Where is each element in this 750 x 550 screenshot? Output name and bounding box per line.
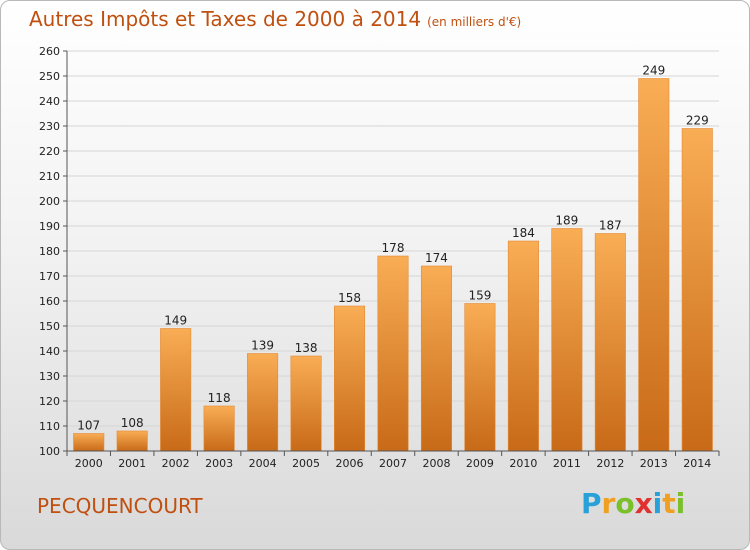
bar-2007 — [377, 255, 409, 452]
x-tick-label: 2004 — [249, 457, 277, 470]
y-tick-label: 180 — [39, 245, 60, 258]
x-tick-label: 2000 — [75, 457, 103, 470]
y-tick-label: 110 — [39, 420, 60, 433]
chart-title-text: Autres Impôts et Taxes de 2000 à 2014 — [29, 7, 422, 31]
y-tick-label: 200 — [39, 195, 60, 208]
logo-letter: o — [615, 487, 635, 520]
x-tick-label: 2012 — [596, 457, 624, 470]
bar-value-label: 138 — [295, 341, 318, 355]
y-tick-label: 170 — [39, 270, 60, 283]
chart-unit-label: (en milliers d'€) — [427, 15, 522, 29]
x-tick-label: 2003 — [205, 457, 233, 470]
logo-letter: x — [634, 487, 653, 520]
bar-value-label: 159 — [468, 289, 491, 303]
y-tick-label: 260 — [39, 45, 60, 58]
y-tick-label: 210 — [39, 170, 60, 183]
x-tick-label: 2001 — [118, 457, 146, 470]
y-tick-label: 150 — [39, 320, 60, 333]
logo-letter: t — [662, 487, 676, 520]
y-tick-label: 230 — [39, 120, 60, 133]
y-tick-label: 130 — [39, 370, 60, 383]
x-tick-label: 2008 — [422, 457, 450, 470]
y-tick-label: 190 — [39, 220, 60, 233]
x-tick-label: 2007 — [379, 457, 407, 470]
bar-value-label: 249 — [642, 64, 665, 78]
bar-2012 — [594, 233, 626, 452]
x-tick-label: 2013 — [640, 457, 668, 470]
logo-letter: i — [652, 487, 663, 520]
y-tick-label: 240 — [39, 95, 60, 108]
bar-value-label: 178 — [382, 241, 405, 255]
bar-value-label: 184 — [512, 226, 535, 240]
commune-name: PECQUENCOURT — [37, 494, 203, 518]
bar-2004 — [247, 353, 279, 452]
logo-letter: P — [581, 487, 602, 520]
bar-2002 — [160, 328, 192, 452]
x-tick-label: 2011 — [553, 457, 581, 470]
bar-value-label: 108 — [121, 416, 144, 430]
x-tick-label: 2014 — [683, 457, 711, 470]
y-tick-label: 140 — [39, 345, 60, 358]
x-tick-label: 2010 — [509, 457, 537, 470]
bar-2000 — [73, 433, 105, 452]
bar-2014 — [681, 128, 713, 452]
bar-2011 — [551, 228, 583, 452]
bar-value-label: 149 — [164, 314, 187, 328]
bar-value-label: 118 — [208, 391, 231, 405]
bar-2005 — [290, 355, 322, 452]
bar-value-label: 187 — [599, 219, 622, 233]
logo-letter: r — [601, 487, 616, 520]
bar-value-label: 189 — [555, 214, 578, 228]
bar-value-label: 107 — [77, 419, 100, 433]
proxiti-logo[interactable]: Proxiti — [581, 487, 685, 520]
bar-2013 — [638, 78, 670, 452]
bar-value-label: 139 — [251, 339, 274, 353]
bar-2009 — [464, 303, 496, 452]
bar-value-label: 174 — [425, 251, 448, 265]
x-tick-label: 2002 — [162, 457, 190, 470]
y-tick-label: 120 — [39, 395, 60, 408]
bar-value-label: 229 — [686, 114, 709, 128]
chart-title: Autres Impôts et Taxes de 2000 à 2014 (en… — [29, 7, 521, 31]
bar-value-label: 158 — [338, 291, 361, 305]
bar-2008 — [420, 265, 452, 452]
x-tick-label: 2005 — [292, 457, 320, 470]
bar-2010 — [507, 240, 539, 452]
y-tick-label: 160 — [39, 295, 60, 308]
bar-2003 — [203, 405, 235, 452]
bar-2001 — [116, 430, 148, 452]
x-tick-label: 2006 — [336, 457, 364, 470]
logo-letter: i — [675, 487, 686, 520]
y-tick-label: 100 — [39, 445, 60, 458]
x-tick-label: 2009 — [466, 457, 494, 470]
y-tick-label: 250 — [39, 70, 60, 83]
bar-2006 — [334, 305, 366, 452]
y-tick-label: 220 — [39, 145, 60, 158]
